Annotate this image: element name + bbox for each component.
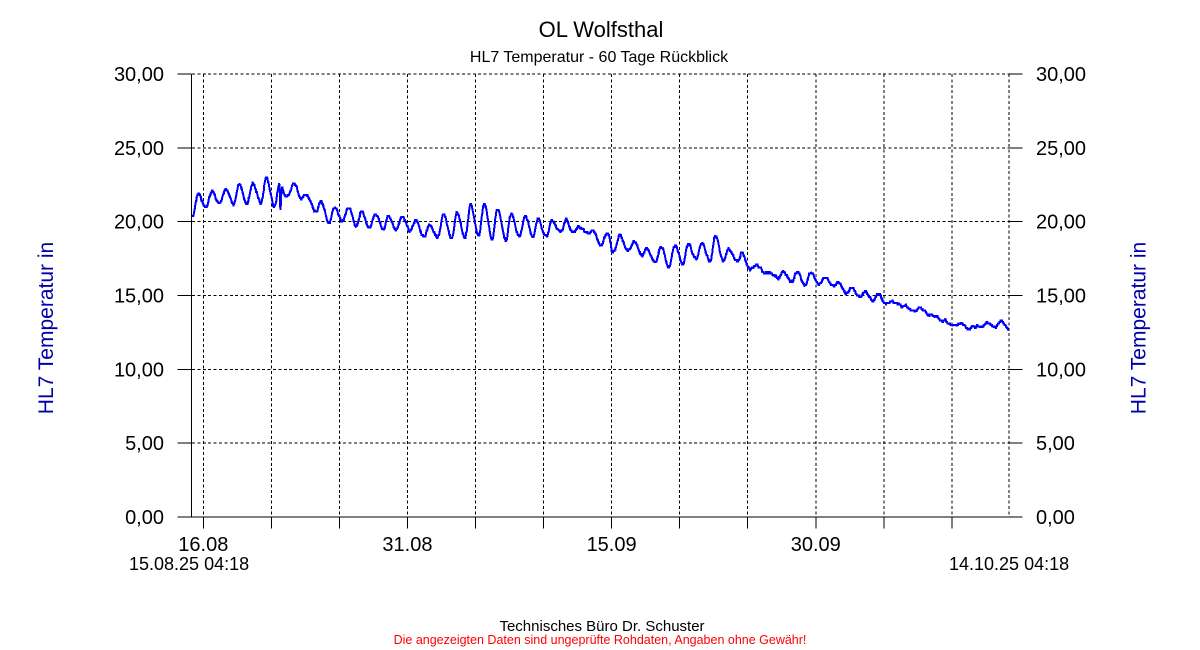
svg-text:20,00: 20,00	[1036, 212, 1086, 234]
svg-text:15,00: 15,00	[114, 286, 164, 308]
svg-text:10,00: 10,00	[1036, 359, 1086, 381]
svg-text:20,00: 20,00	[114, 212, 164, 234]
svg-text:30.09: 30.09	[791, 534, 841, 556]
svg-text:0,00: 0,00	[125, 507, 164, 529]
svg-text:10,00: 10,00	[114, 359, 164, 381]
svg-text:Technisches Büro Dr. Schuster: Technisches Büro Dr. Schuster	[499, 618, 704, 635]
svg-text:15,00: 15,00	[1036, 286, 1086, 308]
svg-text:OL Wolfsthal: OL Wolfsthal	[539, 17, 664, 42]
svg-text:5,00: 5,00	[1036, 433, 1075, 455]
svg-text:25,00: 25,00	[114, 138, 164, 160]
svg-text:14.10.25 04:18: 14.10.25 04:18	[949, 554, 1069, 574]
svg-text:30,00: 30,00	[114, 64, 164, 86]
svg-text:16.08: 16.08	[178, 534, 228, 556]
svg-text:25,00: 25,00	[1036, 138, 1086, 160]
svg-text:0,00: 0,00	[1036, 507, 1075, 529]
svg-text:Die angezeigten Daten sind ung: Die angezeigten Daten sind ungeprüfte Ro…	[394, 633, 807, 647]
svg-text:30,00: 30,00	[1036, 64, 1086, 86]
svg-text:HL7 Temperatur in: HL7 Temperatur in	[35, 242, 58, 414]
svg-text:HL7 Temperatur - 60 Tage Rückb: HL7 Temperatur - 60 Tage Rückblick	[470, 49, 729, 66]
svg-text:15.08.25 04:18: 15.08.25 04:18	[129, 554, 249, 574]
svg-text:HL7 Temperatur in: HL7 Temperatur in	[1128, 242, 1151, 414]
svg-text:31.08: 31.08	[382, 534, 432, 556]
svg-text:5,00: 5,00	[125, 433, 164, 455]
svg-text:15.09: 15.09	[587, 534, 637, 556]
